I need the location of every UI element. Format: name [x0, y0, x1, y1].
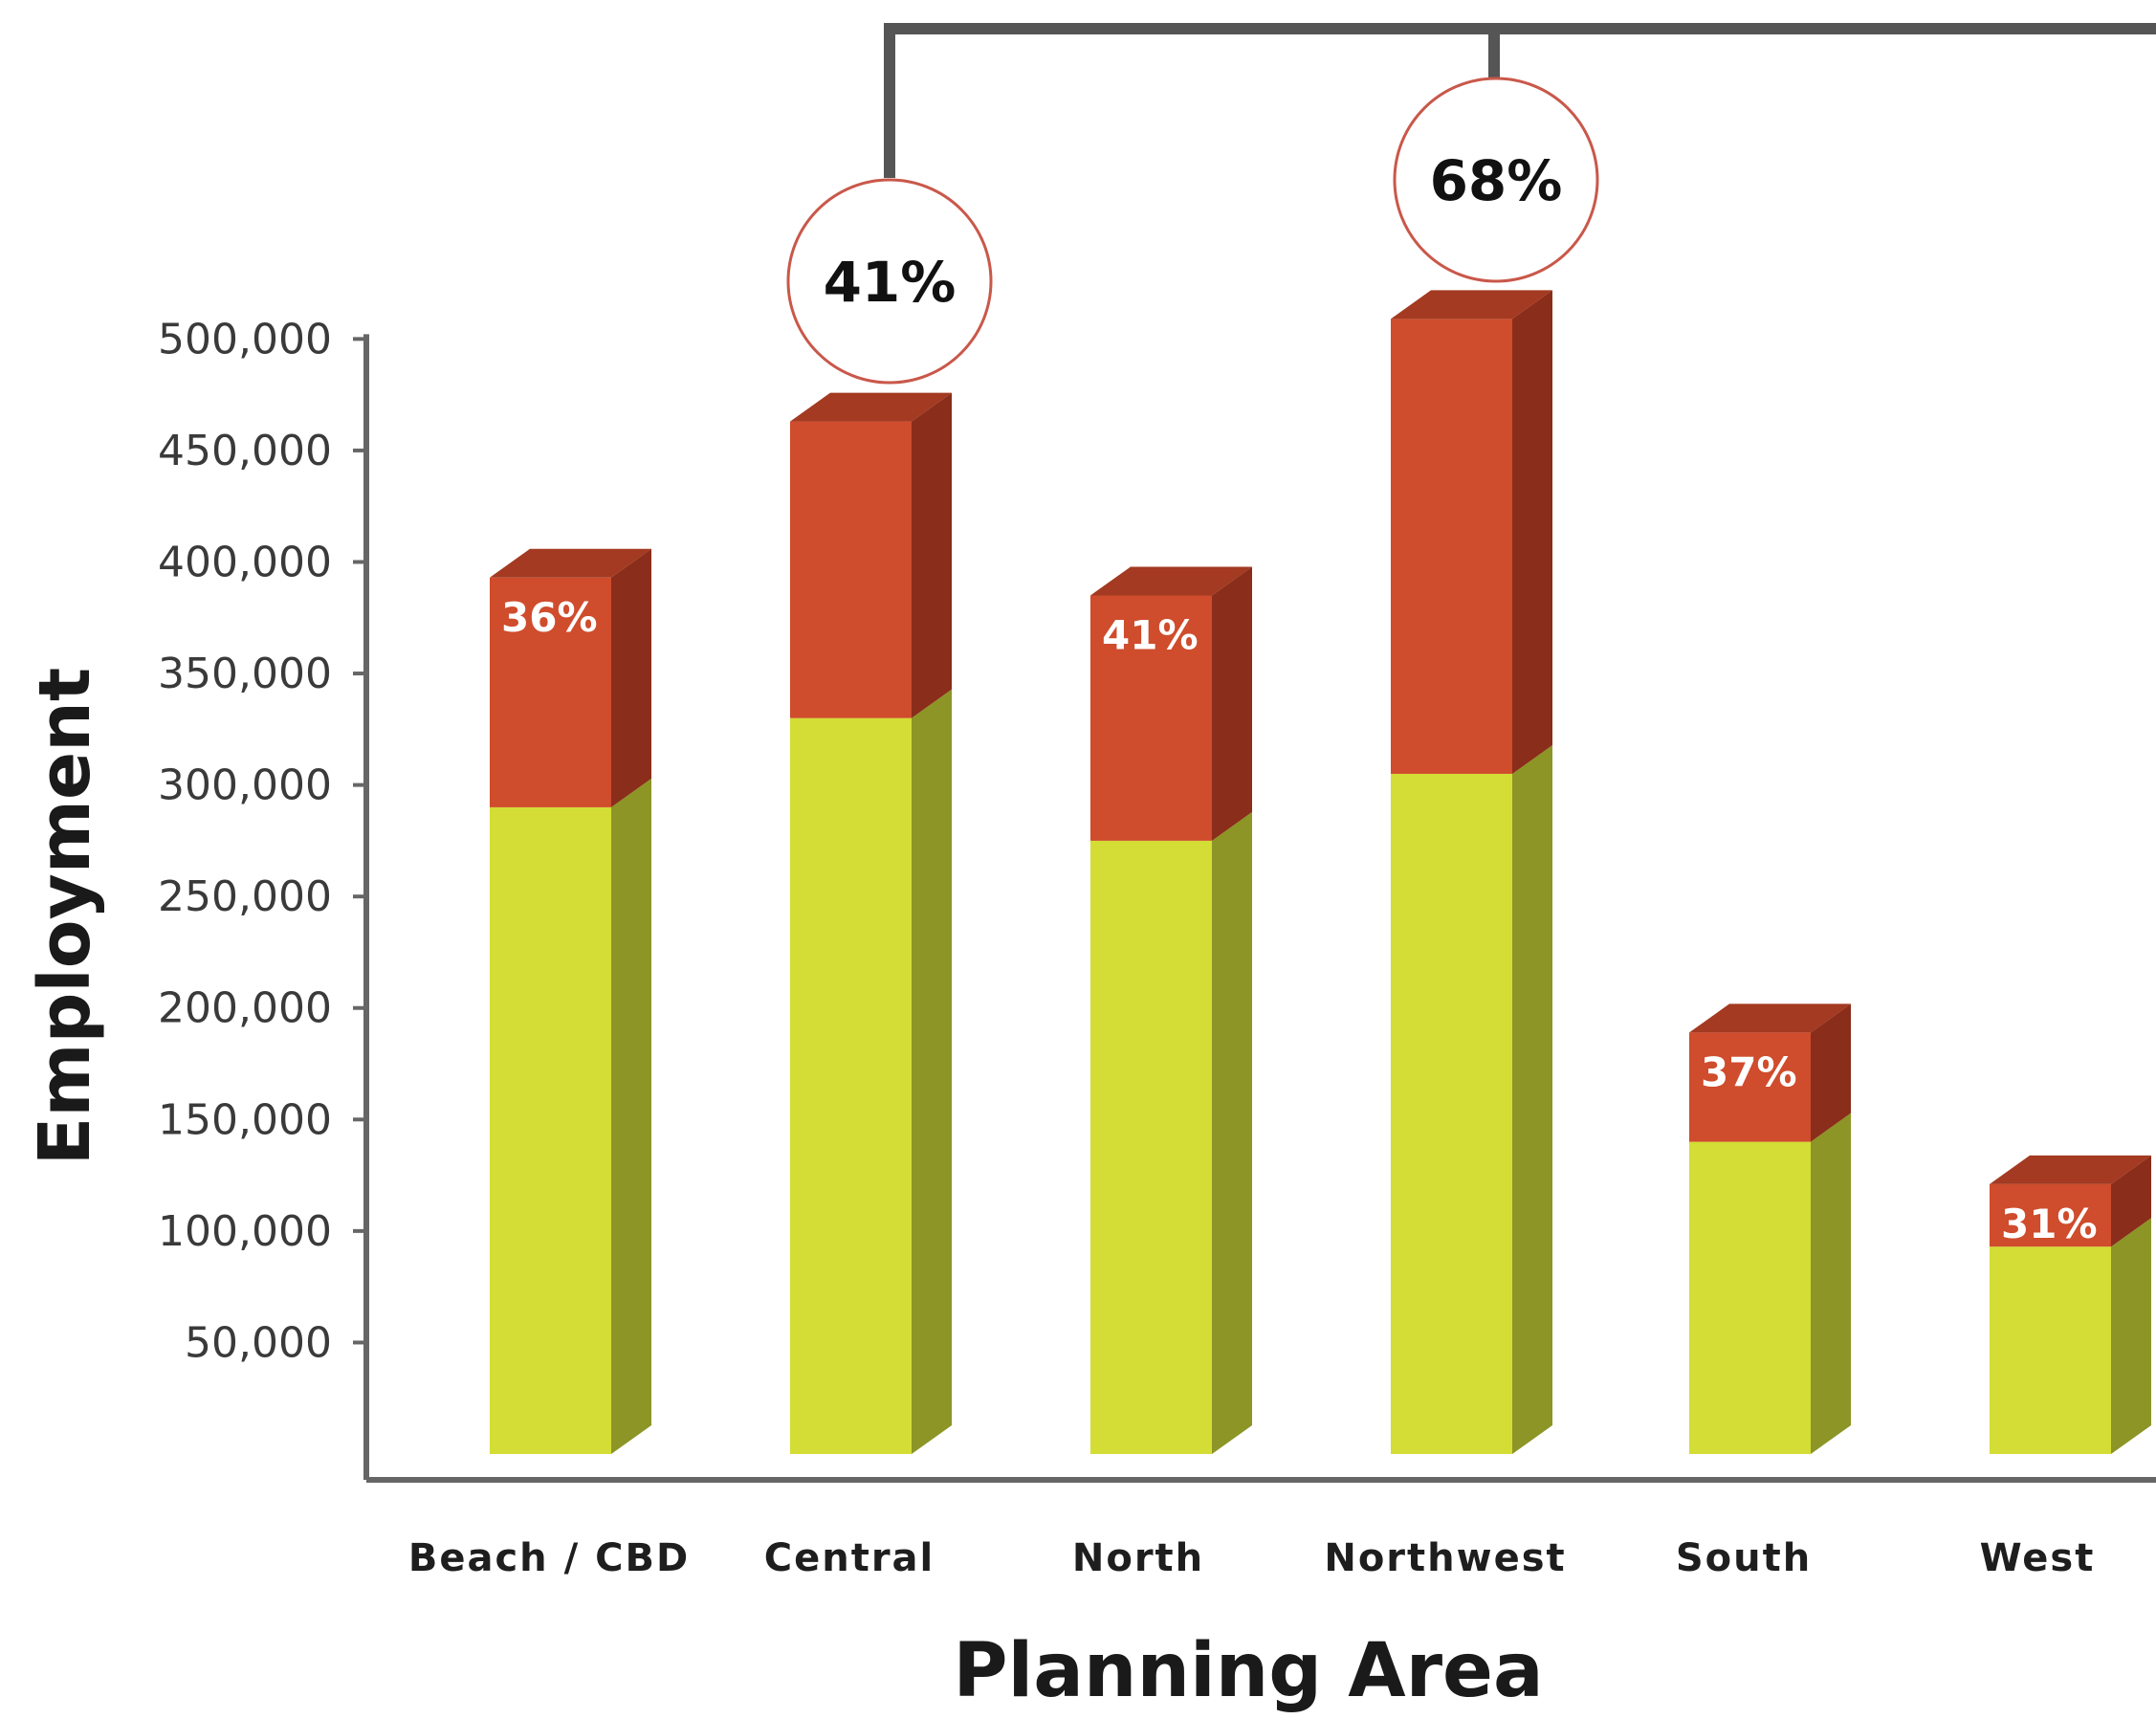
callout-circle: [786, 178, 993, 385]
y-tick-label: 400,000: [158, 538, 332, 586]
y-tick-label: 450,000: [158, 427, 332, 475]
y-tick-label: 300,000: [158, 761, 332, 810]
bar-top-cap: [1090, 566, 1252, 596]
bar-top-cap: [790, 392, 952, 422]
bar-base-segment: [790, 717, 912, 1454]
callout-circle: [1393, 77, 1599, 283]
bar-top-segment: [490, 577, 611, 807]
y-axis-title: Employment: [24, 668, 106, 1165]
bar-base-segment: [490, 806, 611, 1454]
y-tick-label: 50,000: [185, 1318, 332, 1367]
bar-base-side: [611, 778, 651, 1454]
bar-top-cap: [490, 548, 651, 578]
bar-top-side: [1811, 1003, 1851, 1142]
y-tick-label: 100,000: [158, 1207, 332, 1256]
y-tick-label: 500,000: [158, 315, 332, 364]
x-category-label: Northwest: [1324, 1536, 1566, 1580]
bar-top-cap: [1689, 1003, 1851, 1033]
bar-base-side: [2111, 1218, 2151, 1454]
bar-base-segment: [1990, 1246, 2111, 1454]
x-category-label: South: [1676, 1536, 1812, 1580]
callout-bracket: [884, 23, 2156, 178]
y-tick-label: 150,000: [158, 1095, 332, 1144]
bar-percent-label: 36%: [501, 594, 598, 641]
bar-top-side: [1212, 566, 1252, 841]
bar-top-segment: [790, 421, 912, 718]
y-tick-label: 250,000: [158, 872, 332, 921]
bar-top-side: [912, 392, 952, 718]
bar-top-segment: [1391, 319, 1512, 774]
x-category-label: Central: [764, 1536, 935, 1580]
bar-top-segment: [1990, 1183, 2111, 1247]
x-category-label: Beach / CBD: [408, 1536, 690, 1580]
bar-percent-label: 31%: [2001, 1201, 2098, 1247]
bar-base-segment: [1391, 773, 1512, 1454]
bar-base-segment: [1689, 1141, 1811, 1454]
bar-percent-label: 37%: [1701, 1048, 1797, 1095]
bar-top-segment: [1689, 1032, 1811, 1142]
bar-base-side: [1212, 811, 1252, 1454]
bar-top-cap: [1391, 290, 1552, 320]
bar-base-side: [912, 689, 952, 1454]
bar-top-side: [2111, 1155, 2151, 1247]
bar-percent-label: 41%: [1102, 611, 1199, 658]
bar-base-segment: [1090, 840, 1212, 1454]
bar-top-side: [611, 548, 651, 807]
x-category-label: North: [1072, 1536, 1204, 1580]
bar-top-segment: [1090, 595, 1212, 841]
callout-percent-label: 41%: [824, 250, 957, 315]
bar-base-side: [1811, 1113, 1851, 1454]
bar-top-side: [1512, 290, 1552, 774]
y-tick-label: 350,000: [158, 650, 332, 698]
y-tick-label: 200,000: [158, 984, 332, 1033]
callout-percent-label: 68%: [1430, 148, 1563, 213]
x-axis-title: Planning Area: [953, 1628, 1543, 1714]
bar-base-side: [1512, 744, 1552, 1454]
bar-top-cap: [1990, 1155, 2151, 1184]
x-category-label: West: [1980, 1536, 2096, 1580]
